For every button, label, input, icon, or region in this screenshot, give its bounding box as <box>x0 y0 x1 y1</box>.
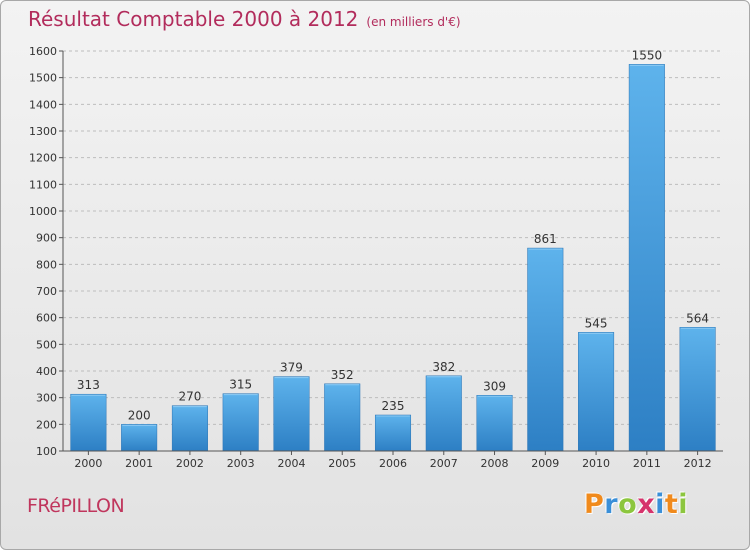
bar-2012 <box>679 327 716 452</box>
x-tick-label-2012: 2012 <box>684 457 712 470</box>
data-label-2004: 379 <box>280 361 303 375</box>
data-label-2005: 352 <box>331 368 354 382</box>
x-tick-label-2003: 2003 <box>227 457 255 470</box>
bar-2006 <box>374 414 412 452</box>
logo-letter: t <box>664 489 679 520</box>
town-name: FRéPILLON <box>27 495 125 517</box>
x-tick-label-2011: 2011 <box>633 457 661 470</box>
y-tick-label: 200 <box>36 418 57 431</box>
y-tick-label: 800 <box>36 258 57 271</box>
bar-2007 <box>425 375 462 452</box>
data-label-2001: 200 <box>128 408 151 422</box>
x-tick-label-2008: 2008 <box>481 457 509 470</box>
y-tick-label: 500 <box>36 338 57 351</box>
y-tick-label: 300 <box>36 392 57 405</box>
bar-2010 <box>578 332 615 452</box>
data-label-2007: 382 <box>432 360 455 374</box>
x-tick-label-2007: 2007 <box>430 457 458 470</box>
x-tick-label-2010: 2010 <box>582 457 610 470</box>
logo-letter: r <box>604 489 619 520</box>
x-tick-label-2009: 2009 <box>531 457 559 470</box>
y-tick-label: 1200 <box>29 152 57 165</box>
logo-letter: i <box>655 489 665 520</box>
logo-letter: x <box>637 489 656 520</box>
proxiti-logo[interactable]: Proxiti <box>584 489 688 520</box>
data-label-2012: 564 <box>686 311 709 325</box>
y-tick-label: 1500 <box>29 72 57 85</box>
bar-2011 <box>628 64 665 452</box>
bar-2009 <box>527 247 564 452</box>
axes: 100 200 300 400 500 600 700 800 900 1000 1100 1200 1… <box>29 45 723 470</box>
y-tick-label: 700 <box>36 285 57 298</box>
y-tick-label: 1400 <box>29 98 57 111</box>
data-label-2000: 313 <box>77 378 100 392</box>
y-tick-label: 100 <box>36 445 57 458</box>
x-tick-label-2001: 2001 <box>125 457 153 470</box>
y-tick-label: 900 <box>36 232 57 245</box>
bar-2008 <box>476 395 513 452</box>
bar-2003 <box>222 393 259 452</box>
y-tick-label: 400 <box>36 365 57 378</box>
chart-title-row: Résultat Comptable 2000 à 2012 (en millie… <box>28 7 461 31</box>
bar-2001 <box>121 424 158 452</box>
bars: 313 200 270 315 379 352 235 382 309 861 545 1550 564 <box>70 48 716 452</box>
bar-2002 <box>171 405 208 452</box>
data-label-2010: 545 <box>585 316 608 330</box>
logo-letter: P <box>584 489 605 520</box>
data-label-2008: 309 <box>483 379 506 393</box>
chart-title: Résultat Comptable 2000 à 2012 <box>28 7 359 31</box>
data-label-2011: 1550 <box>632 48 663 62</box>
data-label-2002: 270 <box>178 390 201 404</box>
x-tick-label-2004: 2004 <box>277 457 305 470</box>
y-tick-label: 1100 <box>29 178 57 191</box>
bar-2004 <box>273 376 310 452</box>
chart-subtitle: (en milliers d'€) <box>366 15 461 29</box>
grid-lines <box>63 50 723 452</box>
x-tick-label-2006: 2006 <box>379 457 407 470</box>
data-label-2009: 861 <box>534 232 557 246</box>
logo-letter: i <box>678 489 689 520</box>
y-tick-label: 1600 <box>29 45 57 58</box>
bar-2000 <box>70 393 107 452</box>
y-tick-label: 1300 <box>29 125 57 138</box>
bar-2005 <box>324 383 361 452</box>
x-tick-label-2005: 2005 <box>328 457 356 470</box>
y-tick-label: 600 <box>36 312 57 325</box>
logo-letter: o <box>618 489 638 520</box>
y-tick-label: 1000 <box>29 205 57 218</box>
x-tick-label-2002: 2002 <box>176 457 204 470</box>
data-label-2003: 315 <box>229 378 252 392</box>
x-tick-label-2000: 2000 <box>74 457 102 470</box>
data-label-2006: 235 <box>382 399 405 413</box>
